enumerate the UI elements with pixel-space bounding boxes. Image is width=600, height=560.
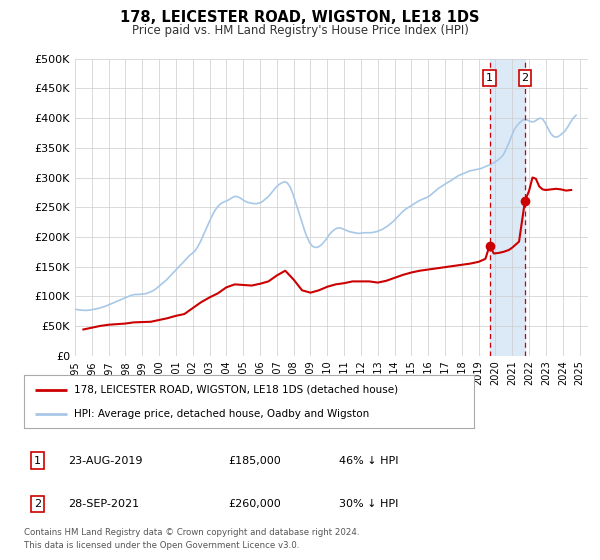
Text: 2: 2 bbox=[34, 499, 41, 508]
Text: £260,000: £260,000 bbox=[228, 499, 281, 508]
Text: 2: 2 bbox=[521, 73, 529, 83]
Text: Contains HM Land Registry data © Crown copyright and database right 2024.: Contains HM Land Registry data © Crown c… bbox=[24, 528, 359, 537]
Text: 23-AUG-2019: 23-AUG-2019 bbox=[68, 456, 143, 465]
Text: HPI: Average price, detached house, Oadby and Wigston: HPI: Average price, detached house, Oadb… bbox=[74, 409, 369, 419]
Text: 46% ↓ HPI: 46% ↓ HPI bbox=[338, 456, 398, 465]
Text: 30% ↓ HPI: 30% ↓ HPI bbox=[338, 499, 398, 508]
Text: 1: 1 bbox=[486, 73, 493, 83]
Text: Price paid vs. HM Land Registry's House Price Index (HPI): Price paid vs. HM Land Registry's House … bbox=[131, 24, 469, 37]
Text: 178, LEICESTER ROAD, WIGSTON, LE18 1DS: 178, LEICESTER ROAD, WIGSTON, LE18 1DS bbox=[120, 10, 480, 25]
Bar bbox=[490, 59, 525, 356]
Text: 178, LEICESTER ROAD, WIGSTON, LE18 1DS (detached house): 178, LEICESTER ROAD, WIGSTON, LE18 1DS (… bbox=[74, 385, 398, 395]
Text: £185,000: £185,000 bbox=[228, 456, 281, 465]
Text: This data is licensed under the Open Government Licence v3.0.: This data is licensed under the Open Gov… bbox=[24, 541, 299, 550]
Text: 1: 1 bbox=[34, 456, 41, 465]
Text: 28-SEP-2021: 28-SEP-2021 bbox=[68, 499, 139, 508]
